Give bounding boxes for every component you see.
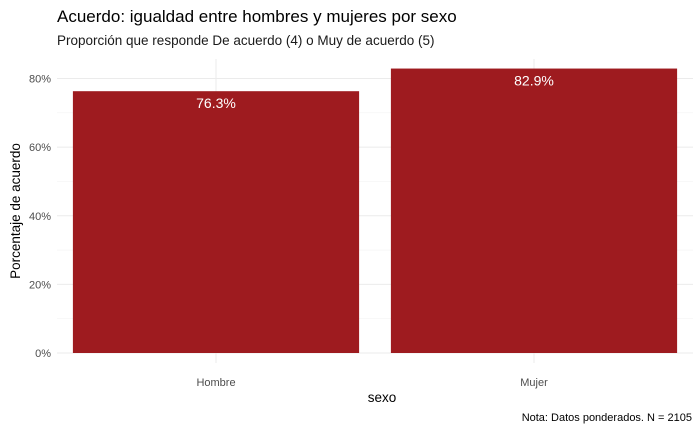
y-tick-label: 60% [29,142,51,154]
bar-mujer [390,68,678,353]
y-tick-label: 40% [29,211,51,223]
y-tick-label: 20% [29,279,51,291]
chart-title: Acuerdo: igualdad entre hombres y mujere… [57,7,457,26]
y-tick-label: 80% [29,74,51,86]
data-label-mujer: 82.9% [514,73,554,89]
x-axis-title: sexo [368,390,397,405]
data-label-hombre: 76.3% [196,95,236,111]
y-axis-title: Porcentaje de acuerdo [8,143,23,279]
y-tick-label: 0% [35,348,51,360]
bar-hombre [72,91,360,354]
ticks: 0% 20% 40% 60% 80% Hombre Mujer [29,74,548,390]
chart-caption: Nota: Datos ponderados. N = 2105 [522,412,692,424]
chart-subtitle: Proporción que responde De acuerdo (4) o… [57,33,434,48]
x-tick-label: Mujer [520,377,548,389]
bars: 76.3% 82.9% [72,68,678,354]
x-tick-label: Hombre [196,377,235,389]
